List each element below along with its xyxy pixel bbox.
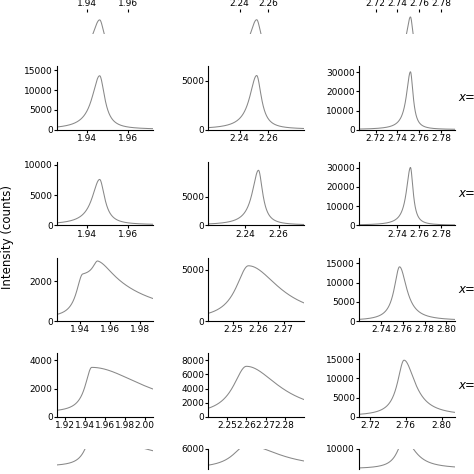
Text: x=0.20: x=0.20 <box>458 187 474 200</box>
Text: Intensity (counts): Intensity (counts) <box>0 185 14 289</box>
Text: x=0.30: x=0.30 <box>458 283 474 296</box>
Text: x=0.40: x=0.40 <box>458 379 474 392</box>
Text: x=0.15: x=0.15 <box>458 91 474 104</box>
